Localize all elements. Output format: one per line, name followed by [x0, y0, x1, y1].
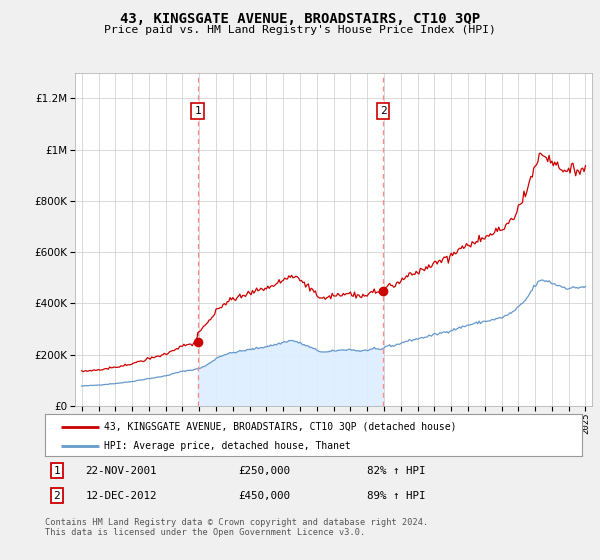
Text: Price paid vs. HM Land Registry's House Price Index (HPI): Price paid vs. HM Land Registry's House …: [104, 25, 496, 35]
Text: 43, KINGSGATE AVENUE, BROADSTAIRS, CT10 3QP: 43, KINGSGATE AVENUE, BROADSTAIRS, CT10 …: [120, 12, 480, 26]
Text: Contains HM Land Registry data © Crown copyright and database right 2024.
This d: Contains HM Land Registry data © Crown c…: [45, 518, 428, 538]
Text: 82% ↑ HPI: 82% ↑ HPI: [367, 466, 426, 475]
Text: 2: 2: [380, 106, 386, 116]
Text: £450,000: £450,000: [238, 491, 290, 501]
Text: 1: 1: [53, 466, 60, 475]
Text: 89% ↑ HPI: 89% ↑ HPI: [367, 491, 426, 501]
Text: HPI: Average price, detached house, Thanet: HPI: Average price, detached house, Than…: [104, 441, 351, 451]
Text: 2: 2: [53, 491, 60, 501]
Text: 12-DEC-2012: 12-DEC-2012: [85, 491, 157, 501]
Text: £250,000: £250,000: [238, 466, 290, 475]
Text: 1: 1: [194, 106, 201, 116]
Text: 43, KINGSGATE AVENUE, BROADSTAIRS, CT10 3QP (detached house): 43, KINGSGATE AVENUE, BROADSTAIRS, CT10 …: [104, 422, 457, 432]
Text: 22-NOV-2001: 22-NOV-2001: [85, 466, 157, 475]
